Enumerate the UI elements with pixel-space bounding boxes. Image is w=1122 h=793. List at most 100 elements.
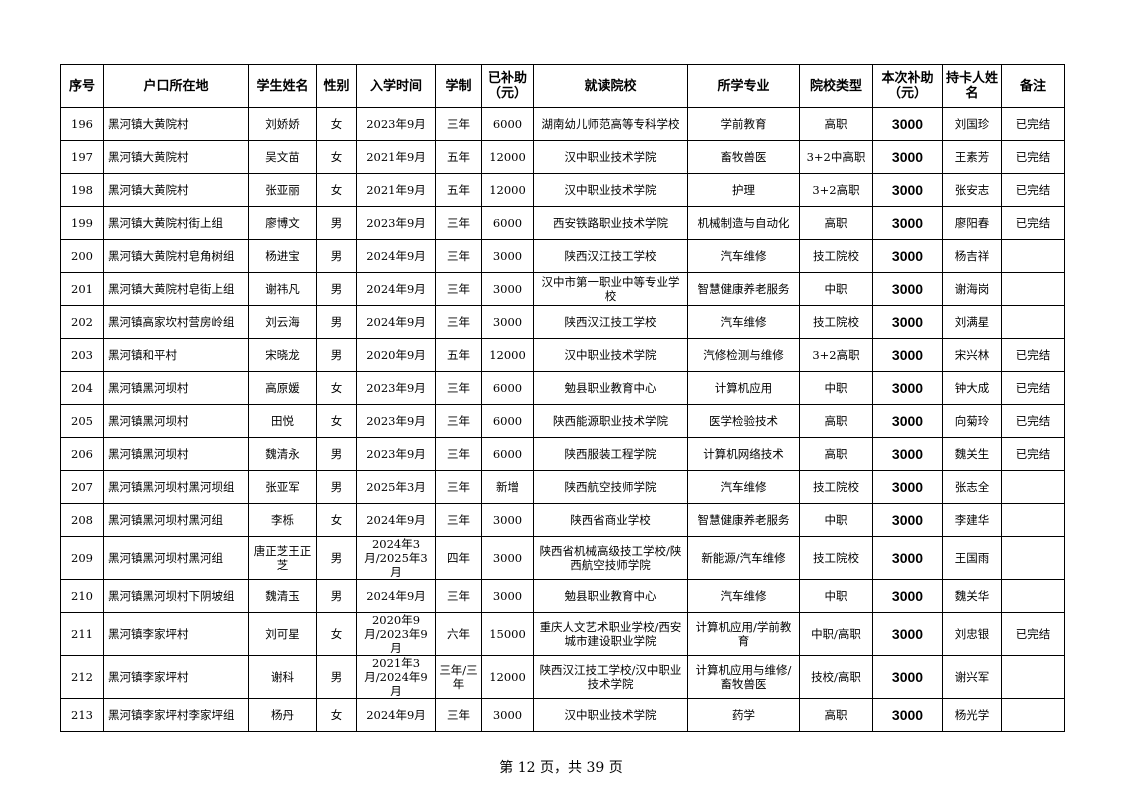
cell-student-name: 谢科 (248, 655, 317, 699)
cell-gender: 女 (316, 371, 357, 405)
cell-cardholder: 刘忠银 (942, 612, 1002, 656)
table-row: 207 黑河镇黑河坝村黑河坝组 张亚军男 2025年3月 三年 新增 陕西航空技师学院 汽车维… (60, 470, 1065, 504)
cell-duration: 六年 (435, 612, 482, 656)
cell-paid-amount: 3000 (481, 305, 534, 339)
table-row: 198 黑河镇大黄院村 张亚丽女 2021年9月 五年 12000 汉中职业技术学院 护理 3+… (60, 173, 1065, 207)
cell-gender: 女 (316, 140, 357, 174)
cell-paid-amount: 新增 (481, 470, 534, 504)
cell-paid-amount: 6000 (481, 371, 534, 405)
cell-student-name: 廖博文 (248, 206, 317, 240)
cell-current-amount: 3000 (872, 338, 943, 372)
cell-gender: 女 (316, 612, 357, 656)
cell-current-amount: 3000 (872, 206, 943, 240)
cell-student-name: 田悦 (248, 404, 317, 438)
cell-enroll-date: 2023年9月 (356, 107, 436, 141)
cell-residence: 黑河镇黑河坝村 (103, 371, 249, 405)
cell-school-type: 技工院校 (799, 305, 873, 339)
cell-current-amount: 3000 (872, 173, 943, 207)
cell-current-amount: 3000 (872, 655, 943, 699)
cell-student-name: 杨丹 (248, 698, 317, 732)
cell-residence: 黑河镇高家坎村营房岭组 (103, 305, 249, 339)
cell-paid-amount: 6000 (481, 437, 534, 471)
cell-cardholder: 杨光学 (942, 698, 1002, 732)
cell-index: 209 (60, 536, 104, 580)
cell-major: 药学 (687, 698, 800, 732)
cell-gender: 男 (316, 536, 357, 580)
cell-paid-amount: 12000 (481, 140, 534, 174)
cell-duration: 三年 (435, 579, 482, 613)
cell-major: 汽车维修 (687, 579, 800, 613)
cell-remark: 已完结 (1001, 107, 1065, 141)
cell-student-name: 吴文苗 (248, 140, 317, 174)
cell-cardholder: 钟大成 (942, 371, 1002, 405)
cell-residence: 黑河镇李家坪村李家坪组 (103, 698, 249, 732)
table-row: 213 黑河镇李家坪村李家坪组 杨丹女 2024年9月 三年 3000 汉中职业技术学院 药学… (60, 698, 1065, 732)
cell-student-name: 刘云海 (248, 305, 317, 339)
cell-school-type: 高职 (799, 107, 873, 141)
cell-student-name: 张亚丽 (248, 173, 317, 207)
cell-gender: 女 (316, 173, 357, 207)
cell-duration: 三年 (435, 698, 482, 732)
cell-student-name: 唐正芝王正芝 (248, 536, 317, 580)
cell-residence: 黑河镇黑河坝村 (103, 437, 249, 471)
cell-enroll-date: 2024年9月 (356, 579, 436, 613)
cell-current-amount: 3000 (872, 272, 943, 306)
cell-cardholder: 王国雨 (942, 536, 1002, 580)
cell-school-type: 高职 (799, 437, 873, 471)
cell-gender: 女 (316, 503, 357, 537)
cell-school: 西安铁路职业技术学院 (533, 206, 688, 240)
cell-school: 汉中职业技术学院 (533, 173, 688, 207)
cell-residence: 黑河镇大黄院村 (103, 140, 249, 174)
cell-enroll-date: 2024年9月 (356, 305, 436, 339)
header-major: 所学专业 (687, 64, 800, 108)
table-row: 206 黑河镇黑河坝村 魏清永男 2023年9月 三年 6000 陕西服装工程学院 计算机网络… (60, 437, 1065, 471)
table-row: 200 黑河镇大黄院村皂角树组 杨进宝男 2024年9月 三年 3000 陕西汉江技工学校汽… (60, 239, 1065, 273)
cell-current-amount: 3000 (872, 698, 943, 732)
cell-gender: 男 (316, 272, 357, 306)
cell-school: 陕西汉江技工学校 (533, 305, 688, 339)
cell-gender: 男 (316, 655, 357, 699)
cell-enroll-date: 2024年3月/2025年3月 (356, 536, 436, 580)
cell-school: 陕西省商业学校 (533, 503, 688, 537)
cell-duration: 三年 (435, 206, 482, 240)
cell-cardholder: 魏关华 (942, 579, 1002, 613)
cell-school: 汉中市第一职业中等专业学校 (533, 272, 688, 306)
table-row: 205 黑河镇黑河坝村 田悦女 2023年9月 三年 6000 陕西能源职业技术学院 医学检验… (60, 404, 1065, 438)
cell-duration: 五年 (435, 338, 482, 372)
cell-school-type: 3+2高职 (799, 338, 873, 372)
cell-paid-amount: 3000 (481, 579, 534, 613)
cell-current-amount: 3000 (872, 140, 943, 174)
cell-remark (1001, 579, 1065, 613)
cell-residence: 黑河镇大黄院村皂角树组 (103, 239, 249, 273)
cell-paid-amount: 3000 (481, 536, 534, 580)
cell-cardholder: 魏关生 (942, 437, 1002, 471)
cell-current-amount: 3000 (872, 579, 943, 613)
cell-remark (1001, 305, 1065, 339)
cell-cardholder: 杨吉祥 (942, 239, 1002, 273)
cell-residence: 黑河镇大黄院村皂街上组 (103, 272, 249, 306)
cell-enroll-date: 2023年9月 (356, 404, 436, 438)
cell-cardholder: 张志全 (942, 470, 1002, 504)
cell-student-name: 刘娇娇 (248, 107, 317, 141)
table-row: 201 黑河镇大黄院村皂街上组 谢祎凡男 2024年9月 三年 3000 汉中市第一职业中等… (60, 272, 1065, 306)
table-row: 212 黑河镇李家坪村 谢科男 2021年3月/2024年9月 三年/三年 12000 陕西… (60, 655, 1065, 699)
cell-school-type: 技工院校 (799, 536, 873, 580)
cell-major: 汽车维修 (687, 470, 800, 504)
cell-current-amount: 3000 (872, 371, 943, 405)
cell-duration: 三年 (435, 107, 482, 141)
cell-gender: 男 (316, 470, 357, 504)
header-residence: 户口所在地 (103, 64, 249, 108)
cell-major: 机械制造与自动化 (687, 206, 800, 240)
cell-index: 196 (60, 107, 104, 141)
cell-gender: 男 (316, 305, 357, 339)
cell-cardholder: 向菊玲 (942, 404, 1002, 438)
subsidy-table: 序号 户口所在地 学生姓名 性别 入学时间 学制 已补助（元） 就读院校 所学专业 院校类型 本次补… (60, 64, 1065, 732)
cell-school-type: 中职 (799, 371, 873, 405)
cell-current-amount: 3000 (872, 404, 943, 438)
cell-school-type: 高职 (799, 404, 873, 438)
cell-school-type: 高职 (799, 206, 873, 240)
cell-enroll-date: 2021年3月/2024年9月 (356, 655, 436, 699)
cell-school: 重庆人文艺术职业学校/西安城市建设职业学院 (533, 612, 688, 656)
cell-residence: 黑河镇李家坪村 (103, 655, 249, 699)
cell-school-type: 中职 (799, 579, 873, 613)
